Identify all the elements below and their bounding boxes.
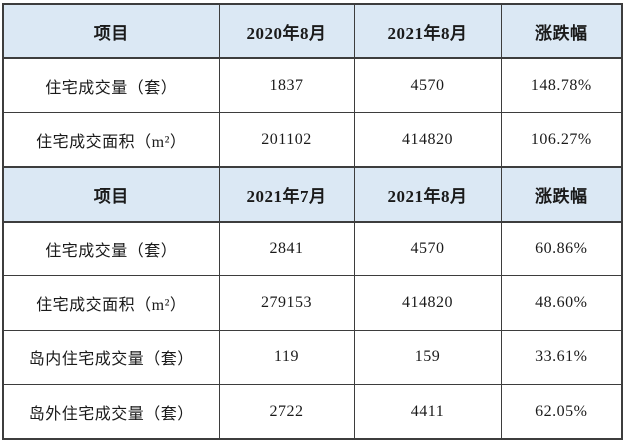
table-row: 岛内住宅成交量（套） 119 159 33.61% bbox=[2, 329, 623, 386]
column-header-period-a: 2020年8月 bbox=[218, 2, 355, 60]
row-label: 岛内住宅成交量（套） bbox=[2, 329, 220, 386]
percent-cell: 60.86% bbox=[500, 220, 623, 277]
row-label: 岛外住宅成交量（套） bbox=[2, 384, 220, 440]
column-header-change: 涨跌幅 bbox=[500, 2, 623, 60]
table-row: 住宅成交面积（m²） 201102 414820 106.27% bbox=[2, 112, 623, 168]
percent-cell: 106.27% bbox=[500, 112, 623, 168]
table-row: 岛外住宅成交量（套） 2722 4411 62.05% bbox=[2, 384, 623, 440]
value-cell: 2841 bbox=[218, 220, 355, 277]
table-row: 住宅成交量（套） 2841 4570 60.86% bbox=[2, 220, 623, 277]
value-cell: 414820 bbox=[353, 112, 502, 168]
table-row: 住宅成交面积（m²） 279153 414820 48.60% bbox=[2, 275, 623, 331]
column-header-item: 项目 bbox=[2, 166, 220, 223]
percent-cell: 48.60% bbox=[500, 275, 623, 331]
value-cell: 2722 bbox=[218, 384, 355, 440]
row-label: 住宅成交面积（m²） bbox=[2, 112, 220, 168]
column-header-change: 涨跌幅 bbox=[500, 166, 623, 223]
column-header-period-a: 2021年7月 bbox=[218, 166, 355, 223]
value-cell: 201102 bbox=[218, 112, 355, 168]
row-label: 住宅成交量（套） bbox=[2, 57, 220, 114]
section2-header-row: 项目 2021年7月 2021年8月 涨跌幅 bbox=[2, 166, 623, 223]
value-cell: 279153 bbox=[218, 275, 355, 331]
percent-cell: 62.05% bbox=[500, 384, 623, 440]
percent-cell: 33.61% bbox=[500, 329, 623, 386]
value-cell: 1837 bbox=[218, 57, 355, 114]
column-header-item: 项目 bbox=[2, 2, 220, 60]
value-cell: 4570 bbox=[353, 220, 502, 277]
table-row: 住宅成交量（套） 1837 4570 148.78% bbox=[2, 57, 623, 114]
value-cell: 119 bbox=[218, 329, 355, 386]
column-header-period-b: 2021年8月 bbox=[353, 2, 502, 60]
row-label: 住宅成交面积（m²） bbox=[2, 275, 220, 331]
value-cell: 414820 bbox=[353, 275, 502, 331]
value-cell: 159 bbox=[353, 329, 502, 386]
column-header-period-b: 2021年8月 bbox=[353, 166, 502, 223]
value-cell: 4570 bbox=[353, 57, 502, 114]
percent-cell: 148.78% bbox=[500, 57, 623, 114]
section1-header-row: 项目 2020年8月 2021年8月 涨跌幅 bbox=[2, 2, 623, 60]
value-cell: 4411 bbox=[353, 384, 502, 440]
row-label: 住宅成交量（套） bbox=[2, 220, 220, 277]
housing-stats-table: 项目 2020年8月 2021年8月 涨跌幅 住宅成交量（套） 1837 457… bbox=[2, 2, 623, 440]
